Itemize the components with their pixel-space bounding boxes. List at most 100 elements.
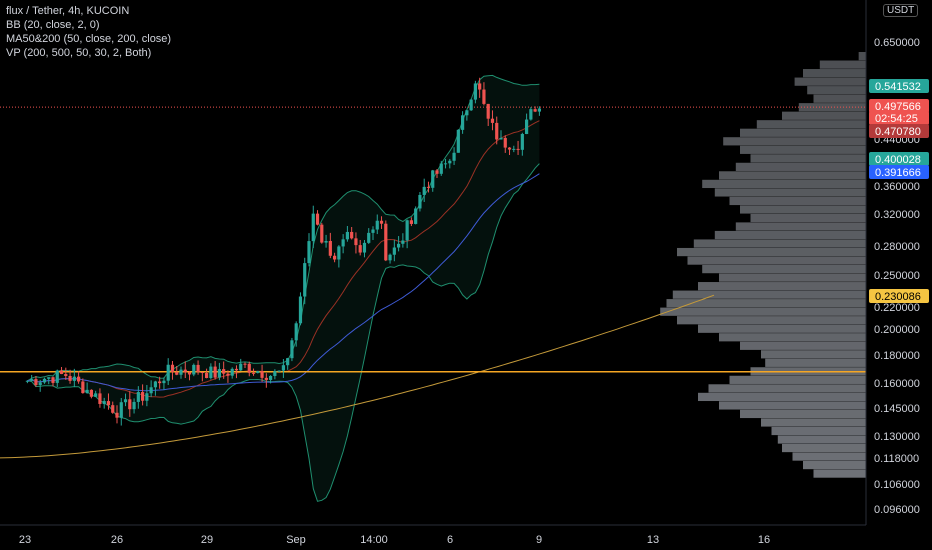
legend-ma[interactable]: MA50&200 (50, close, 200, close) xyxy=(6,33,172,45)
price-tick-label: 0.360000 xyxy=(874,181,920,193)
candle-body xyxy=(68,375,72,381)
candle-body xyxy=(94,393,98,397)
vp-bar xyxy=(698,392,866,402)
candle-body xyxy=(251,372,256,374)
candle-body xyxy=(222,369,226,374)
candle-body xyxy=(149,387,153,394)
time-axis: 23 26 29 Sep 14:00 6 9 13 16 xyxy=(0,524,866,546)
bb-fill xyxy=(27,75,540,502)
candle-body xyxy=(294,323,298,341)
candle-body xyxy=(47,377,51,379)
candle-body xyxy=(115,412,119,418)
price-label-text: 0.230086 xyxy=(875,291,921,303)
candle-body xyxy=(42,378,47,383)
vp-bar xyxy=(750,213,866,223)
vp-bar xyxy=(765,358,866,367)
candle-body xyxy=(354,238,358,246)
currency-unit-button[interactable]: USDT xyxy=(883,4,919,17)
candle-body xyxy=(392,247,396,255)
candle-body xyxy=(209,366,213,379)
vp-bar xyxy=(740,341,866,350)
price-tick-label: 0.096000 xyxy=(874,504,920,516)
candle-body xyxy=(503,137,507,148)
time-tick-label: 9 xyxy=(536,534,542,546)
candle-body xyxy=(166,364,170,381)
candle-body xyxy=(230,368,234,376)
candle-body xyxy=(85,389,89,394)
vp-bar xyxy=(719,273,866,282)
vp-bar xyxy=(677,316,866,325)
candle-body xyxy=(153,381,157,388)
candle-body xyxy=(426,186,431,188)
candle-body xyxy=(277,370,281,372)
price-tick-label: 0.320000 xyxy=(874,209,920,221)
candle-body xyxy=(123,399,128,403)
vp-bar xyxy=(702,265,866,274)
price-label-text: 0.497566 xyxy=(875,101,921,113)
candle-body xyxy=(213,366,217,378)
vp-bar xyxy=(702,179,866,189)
candle-body xyxy=(435,170,439,174)
vp-bar xyxy=(740,409,866,419)
candle-body xyxy=(187,372,192,375)
vp-bar xyxy=(660,307,866,316)
time-tick-label: 23 xyxy=(19,534,31,546)
candle-body xyxy=(461,115,465,130)
candle-body xyxy=(490,118,495,123)
volume-profile xyxy=(660,52,866,478)
vp-bar xyxy=(698,324,866,333)
candle-body xyxy=(286,358,290,366)
candle-body xyxy=(367,232,371,243)
candle-body xyxy=(38,382,42,385)
legend-symbol[interactable]: flux / Tether, 4h, KUCOIN xyxy=(6,5,130,17)
candle-body xyxy=(98,393,102,404)
vp-bar xyxy=(719,333,866,342)
candle-body xyxy=(465,110,469,116)
time-tick-label: 14:00 xyxy=(360,534,388,546)
candle-body xyxy=(145,393,149,401)
price-label-bg xyxy=(869,99,929,113)
candle-body xyxy=(469,99,473,111)
price-label-bg xyxy=(869,79,929,93)
bollinger-bands xyxy=(27,74,540,502)
candle-body xyxy=(422,186,426,195)
horizontal-line xyxy=(0,106,866,373)
candle-body xyxy=(456,129,460,153)
vp-bar xyxy=(729,196,866,206)
vp-bar xyxy=(777,435,866,444)
candle-body xyxy=(397,243,401,248)
vp-bar xyxy=(687,256,866,265)
candle-body xyxy=(311,213,315,242)
candle-body xyxy=(51,377,55,383)
price-label-text: 0.541532 xyxy=(875,81,921,93)
vp-bar xyxy=(719,171,866,180)
candle-body xyxy=(324,240,328,243)
time-tick-label: 29 xyxy=(201,534,213,546)
candle-body xyxy=(102,401,106,404)
candle-body xyxy=(106,401,111,406)
candle-body xyxy=(77,376,81,382)
legend-bb[interactable]: BB (20, close, 2, 0) xyxy=(6,19,100,31)
candle-body xyxy=(499,137,503,140)
time-tick-label: 16 xyxy=(758,534,770,546)
candle-body xyxy=(520,133,524,150)
price-label-text: 0.470780 xyxy=(875,126,921,138)
candle-body xyxy=(226,373,230,376)
vp-bar xyxy=(782,111,866,120)
candle-body xyxy=(170,364,175,373)
vp-bar xyxy=(698,282,866,291)
candles xyxy=(25,77,541,426)
legend-vp[interactable]: VP (200, 500, 50, 30, 2, Both) xyxy=(6,47,152,59)
candle-body xyxy=(431,170,435,188)
candle-body xyxy=(409,220,413,224)
vp-bar xyxy=(782,443,866,453)
time-tick-label: 26 xyxy=(111,534,123,546)
vp-bar xyxy=(714,230,866,240)
candle-body xyxy=(264,377,268,380)
price-tick-label: 0.180000 xyxy=(874,350,920,362)
candle-body xyxy=(375,220,379,230)
time-tick-label: Sep xyxy=(286,534,306,546)
price-label-text: 02:54:25 xyxy=(875,113,918,125)
candle-body xyxy=(64,374,68,376)
